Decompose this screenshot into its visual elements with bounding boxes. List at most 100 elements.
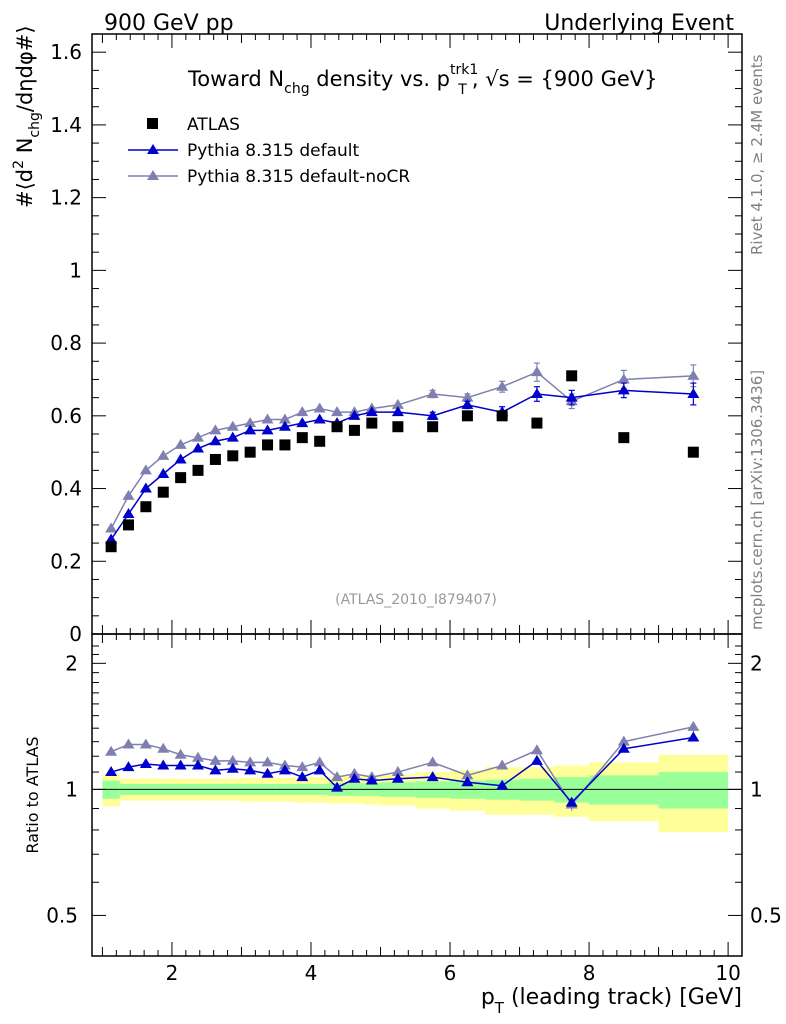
header-right: Underlying Event: [544, 11, 734, 36]
data-point-nocr: [157, 449, 170, 460]
ratio-point-nocr: [348, 767, 361, 778]
data-point-atlas: [140, 501, 152, 513]
data-point-default: [391, 406, 404, 417]
ratio-point-nocr: [687, 720, 700, 731]
data-point-default: [192, 442, 205, 453]
legend-marker-atlas: [147, 118, 158, 129]
ratio-point-default: [530, 754, 543, 765]
y-axis-ticks: 0 0.2 0.4 0.6 0.8 1 1.2 1.4 1.6: [50, 33, 742, 646]
data-point-nocr: [278, 413, 291, 424]
data-point-default: [530, 388, 543, 398]
data-point-nocr: [105, 522, 118, 533]
ratio-y-axis-label: Ratio to ATLAS: [23, 736, 42, 853]
ratio-band-green: [589, 775, 659, 805]
data-point-atlas: [348, 424, 360, 436]
ratio-point-nocr: [261, 756, 274, 767]
data-point-atlas: [105, 541, 117, 553]
ratio-layer: [105, 720, 700, 811]
ratio-band-green: [658, 772, 729, 809]
data-point-default: [226, 431, 239, 442]
legend-label-atlas: ATLAS: [187, 115, 240, 135]
data-point-default: [348, 409, 361, 420]
data-point-nocr: [530, 366, 543, 377]
ratio-point-nocr: [426, 756, 439, 767]
ratio-point-default: [348, 772, 361, 783]
legend: ATLAS Pythia 8.315 default Pythia 8.315 …: [128, 115, 410, 187]
data-point-atlas: [427, 421, 439, 433]
data-point-atlas: [496, 410, 508, 422]
ratio-point-nocr: [244, 756, 257, 767]
ratio-point-default: [687, 731, 700, 742]
data-point-atlas: [392, 421, 404, 433]
ratio-point-default: [331, 781, 344, 792]
y-tick-label: 0: [69, 622, 82, 646]
x-tick-label: 10: [715, 961, 740, 985]
ratio-point-default: [496, 779, 509, 790]
data-point-default: [278, 420, 291, 431]
x-axis-ticks: 2 4 6 8 10: [101, 34, 741, 985]
ratio-point-nocr: [313, 756, 326, 767]
ratio-point-nocr: [139, 738, 152, 749]
data-point-nocr: [687, 369, 700, 380]
data-point-atlas: [262, 439, 274, 451]
y-tick-label: 1.6: [50, 40, 82, 64]
header-left: 900 GeV pp: [104, 11, 234, 36]
data-point-atlas: [244, 446, 256, 458]
x-tick-label: 6: [444, 961, 457, 985]
ratio-point-default: [139, 757, 152, 768]
ratio-point-nocr: [174, 748, 187, 759]
y-tick-label: 0.6: [50, 404, 82, 428]
ratio-tick-label-right: 2: [750, 651, 763, 675]
ratio-point-default: [426, 771, 439, 782]
ratio-point-default: [261, 767, 274, 778]
ratio-tick-label-left: 0.5: [46, 903, 78, 927]
y-tick-label: 1.2: [50, 186, 82, 210]
data-point-nocr: [331, 406, 344, 417]
data-point-atlas: [279, 439, 291, 451]
ratio-point-nocr: [226, 754, 239, 765]
ratio-point-default: [391, 772, 404, 783]
ratio-point-default: [565, 796, 578, 807]
x-axis-label: pT (leading track) [GeV]: [481, 985, 742, 1017]
data-point-default: [261, 424, 274, 435]
data-point-nocr: [226, 420, 239, 431]
ratio-point-nocr: [296, 761, 309, 772]
ratio-point-default: [278, 764, 291, 775]
ratio-point-default: [174, 759, 187, 770]
data-point-atlas: [227, 450, 239, 462]
data-point-default: [365, 406, 378, 417]
ratio-point-default: [617, 742, 630, 753]
data-point-nocr: [426, 388, 439, 398]
data-point-default: [687, 388, 700, 398]
data-point-default: [122, 508, 135, 518]
ratio-tick-label-left: 2: [65, 651, 78, 675]
data-point-nocr: [244, 417, 257, 428]
data-point-nocr: [209, 424, 222, 435]
ratio-point-nocr: [496, 759, 509, 770]
data-point-atlas: [314, 435, 326, 447]
x-tick-label: 8: [583, 961, 596, 985]
ratio-point-default: [244, 764, 257, 775]
data-point-nocr: [261, 413, 274, 424]
ratio-point-default: [461, 776, 474, 787]
data-point-nocr: [139, 464, 152, 475]
ratio-point-default: [157, 759, 170, 770]
y-tick-label: 0.2: [50, 549, 82, 573]
ratio-frame: [91, 633, 743, 957]
data-point-default: [209, 435, 222, 446]
ratio-point-nocr: [105, 745, 118, 756]
data-point-atlas: [687, 446, 699, 458]
data-point-default: [617, 384, 630, 395]
data-point-default: [244, 424, 257, 435]
data-point-default: [105, 533, 118, 544]
ratio-point-nocr: [209, 754, 222, 765]
ratio-point-default: [296, 771, 309, 782]
ratio-point-nocr: [192, 751, 205, 762]
chart-title: Toward Nchg density vs. ptrk1 T, √s = {90…: [187, 62, 658, 98]
y-tick-label: 0.8: [50, 331, 82, 355]
data-point-atlas: [461, 410, 473, 422]
data-point-nocr: [313, 402, 326, 413]
data-point-atlas: [566, 370, 578, 382]
data-point-nocr: [192, 431, 205, 442]
legend-marker-nocr: [147, 170, 159, 180]
